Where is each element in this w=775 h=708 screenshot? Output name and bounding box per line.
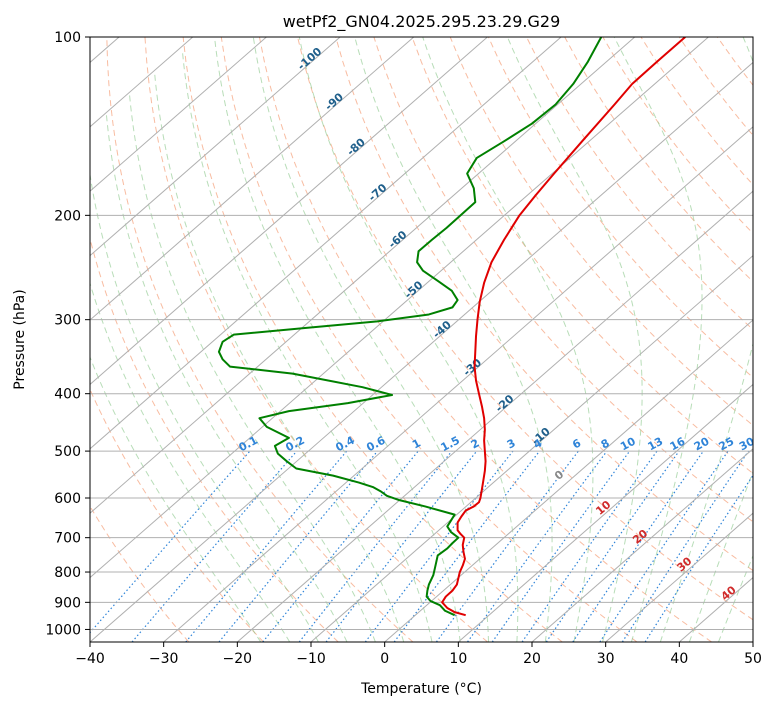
isotherm-line: [458, 383, 753, 642]
x-tick-label: 50: [744, 651, 762, 667]
isotherm-line: [90, 37, 636, 514]
moist-adiabat-line: [105, 114, 348, 642]
isotherm-gridlines: [90, 37, 753, 642]
mixing-ratio-label: 30: [737, 435, 757, 454]
moist-adiabat-line: [181, 49, 433, 642]
y-tick-label: 800: [54, 565, 81, 581]
x-tick-label: 0: [380, 651, 389, 667]
mixing-ratio-line: [521, 450, 658, 642]
dry-adiabat-line: [526, 37, 753, 331]
background-lines: [90, 37, 753, 642]
dry-adiabat-line: [449, 37, 753, 426]
moist-adiabat-line: [659, 37, 753, 642]
mixing-ratio-line: [435, 450, 579, 642]
moist-adiabat-line: [298, 37, 519, 642]
mixing-ratio-line: [218, 450, 379, 642]
mixing-ratio-line: [491, 450, 631, 642]
chart-title: wetPf2_GN04.2025.295.23.29.G29: [283, 12, 561, 32]
plot-frame: [89, 36, 754, 643]
isotherm-line: [90, 61, 753, 642]
x-tick-label: −10: [296, 651, 326, 667]
x-tick-label: −40: [75, 651, 105, 667]
dry-adiabat-line: [90, 236, 339, 642]
profile-series: [217, 37, 686, 617]
isotherm-line: [310, 254, 753, 642]
plot-background: [90, 37, 753, 642]
mixing-ratio-line: [599, 450, 729, 642]
isotherm-line: [384, 319, 753, 642]
moist-adiabats: [90, 37, 753, 642]
y-tick-label: 900: [54, 595, 81, 611]
mixing-ratio-line: [545, 450, 680, 642]
mixing-ratio-line: [467, 450, 608, 642]
x-tick-label: 40: [670, 651, 688, 667]
moist-adiabat-line: [422, 37, 594, 642]
isotherm-line: [90, 37, 709, 579]
mixing-ratio-label: 13: [646, 435, 666, 454]
moist-adiabat-line: [354, 37, 553, 642]
isotherm-line: [90, 37, 341, 257]
x-tick-label: 30: [597, 651, 615, 667]
isotherm-line: [163, 126, 753, 642]
dry-adiabat-line: [373, 37, 753, 523]
dry-adiabat-line: [90, 505, 190, 642]
isotherm-line: [531, 448, 753, 642]
y-axis-label: Pressure (hPa): [12, 289, 28, 389]
dewpoint-profile-line: [217, 37, 603, 617]
moist-adiabat-line: [90, 171, 319, 642]
moist-adiabat-line: [252, 37, 490, 642]
mixing-ratio-line: [185, 450, 348, 642]
isotherm-line: [90, 37, 267, 192]
mixing-ratio-label: 20: [692, 435, 712, 454]
mixing-ratio-label: 25: [717, 435, 737, 454]
y-tick-label: 500: [54, 444, 81, 460]
moist-adiabat-line: [90, 281, 291, 642]
mixing-ratio-line: [90, 450, 251, 634]
y-tick-label: 200: [54, 208, 81, 224]
moist-adiabat-line: [717, 554, 753, 642]
mixing-ratio-line: [572, 450, 704, 642]
mixing-ratio-line: [621, 450, 750, 642]
x-tick-label: 10: [449, 651, 467, 667]
temperature-profile-line: [441, 37, 686, 617]
mixing-ratio-label: 16: [668, 435, 688, 454]
moist-adiabat-line: [214, 37, 461, 642]
y-tick-label: 100: [54, 30, 81, 46]
dry-adiabat-line: [297, 37, 753, 621]
x-tick-label: −20: [223, 651, 253, 667]
isotherm-line: [90, 37, 562, 450]
isobar-gridlines: [90, 37, 753, 630]
y-axis-ticks: 100 200 300 400 500 600 700 800 900 1000: [45, 30, 90, 638]
x-axis-label: Temperature (°C): [360, 681, 482, 697]
moist-adiabat-line: [688, 470, 753, 642]
isotherm-line: [90, 37, 488, 386]
mixing-ratio-line: [262, 450, 419, 642]
dry-adiabat-line: [144, 37, 488, 642]
isotherm-line: [605, 512, 753, 642]
x-tick-label: 20: [523, 651, 541, 667]
isotherm-line: [90, 37, 415, 321]
mixing-ratio-label: 10: [618, 435, 638, 454]
y-tick-label: 700: [54, 531, 81, 547]
x-axis-ticks: −40 −30 −20 −10 0 10 20 30 40 50: [75, 642, 762, 667]
y-tick-label: 400: [54, 387, 81, 403]
mixing-ratio-line: [298, 450, 453, 642]
dry-adiabat-line: [182, 37, 563, 642]
y-tick-label: 1000: [45, 622, 81, 638]
moist-adiabat-line: [154, 72, 405, 642]
moist-adiabat-line: [613, 37, 703, 642]
dry-adiabat-line: [487, 37, 753, 379]
x-tick-label: −30: [149, 651, 179, 667]
moist-adiabat-line: [506, 37, 643, 642]
isotherm-line: [237, 190, 753, 642]
y-tick-label: 300: [54, 313, 81, 329]
y-tick-label: 600: [54, 491, 81, 507]
